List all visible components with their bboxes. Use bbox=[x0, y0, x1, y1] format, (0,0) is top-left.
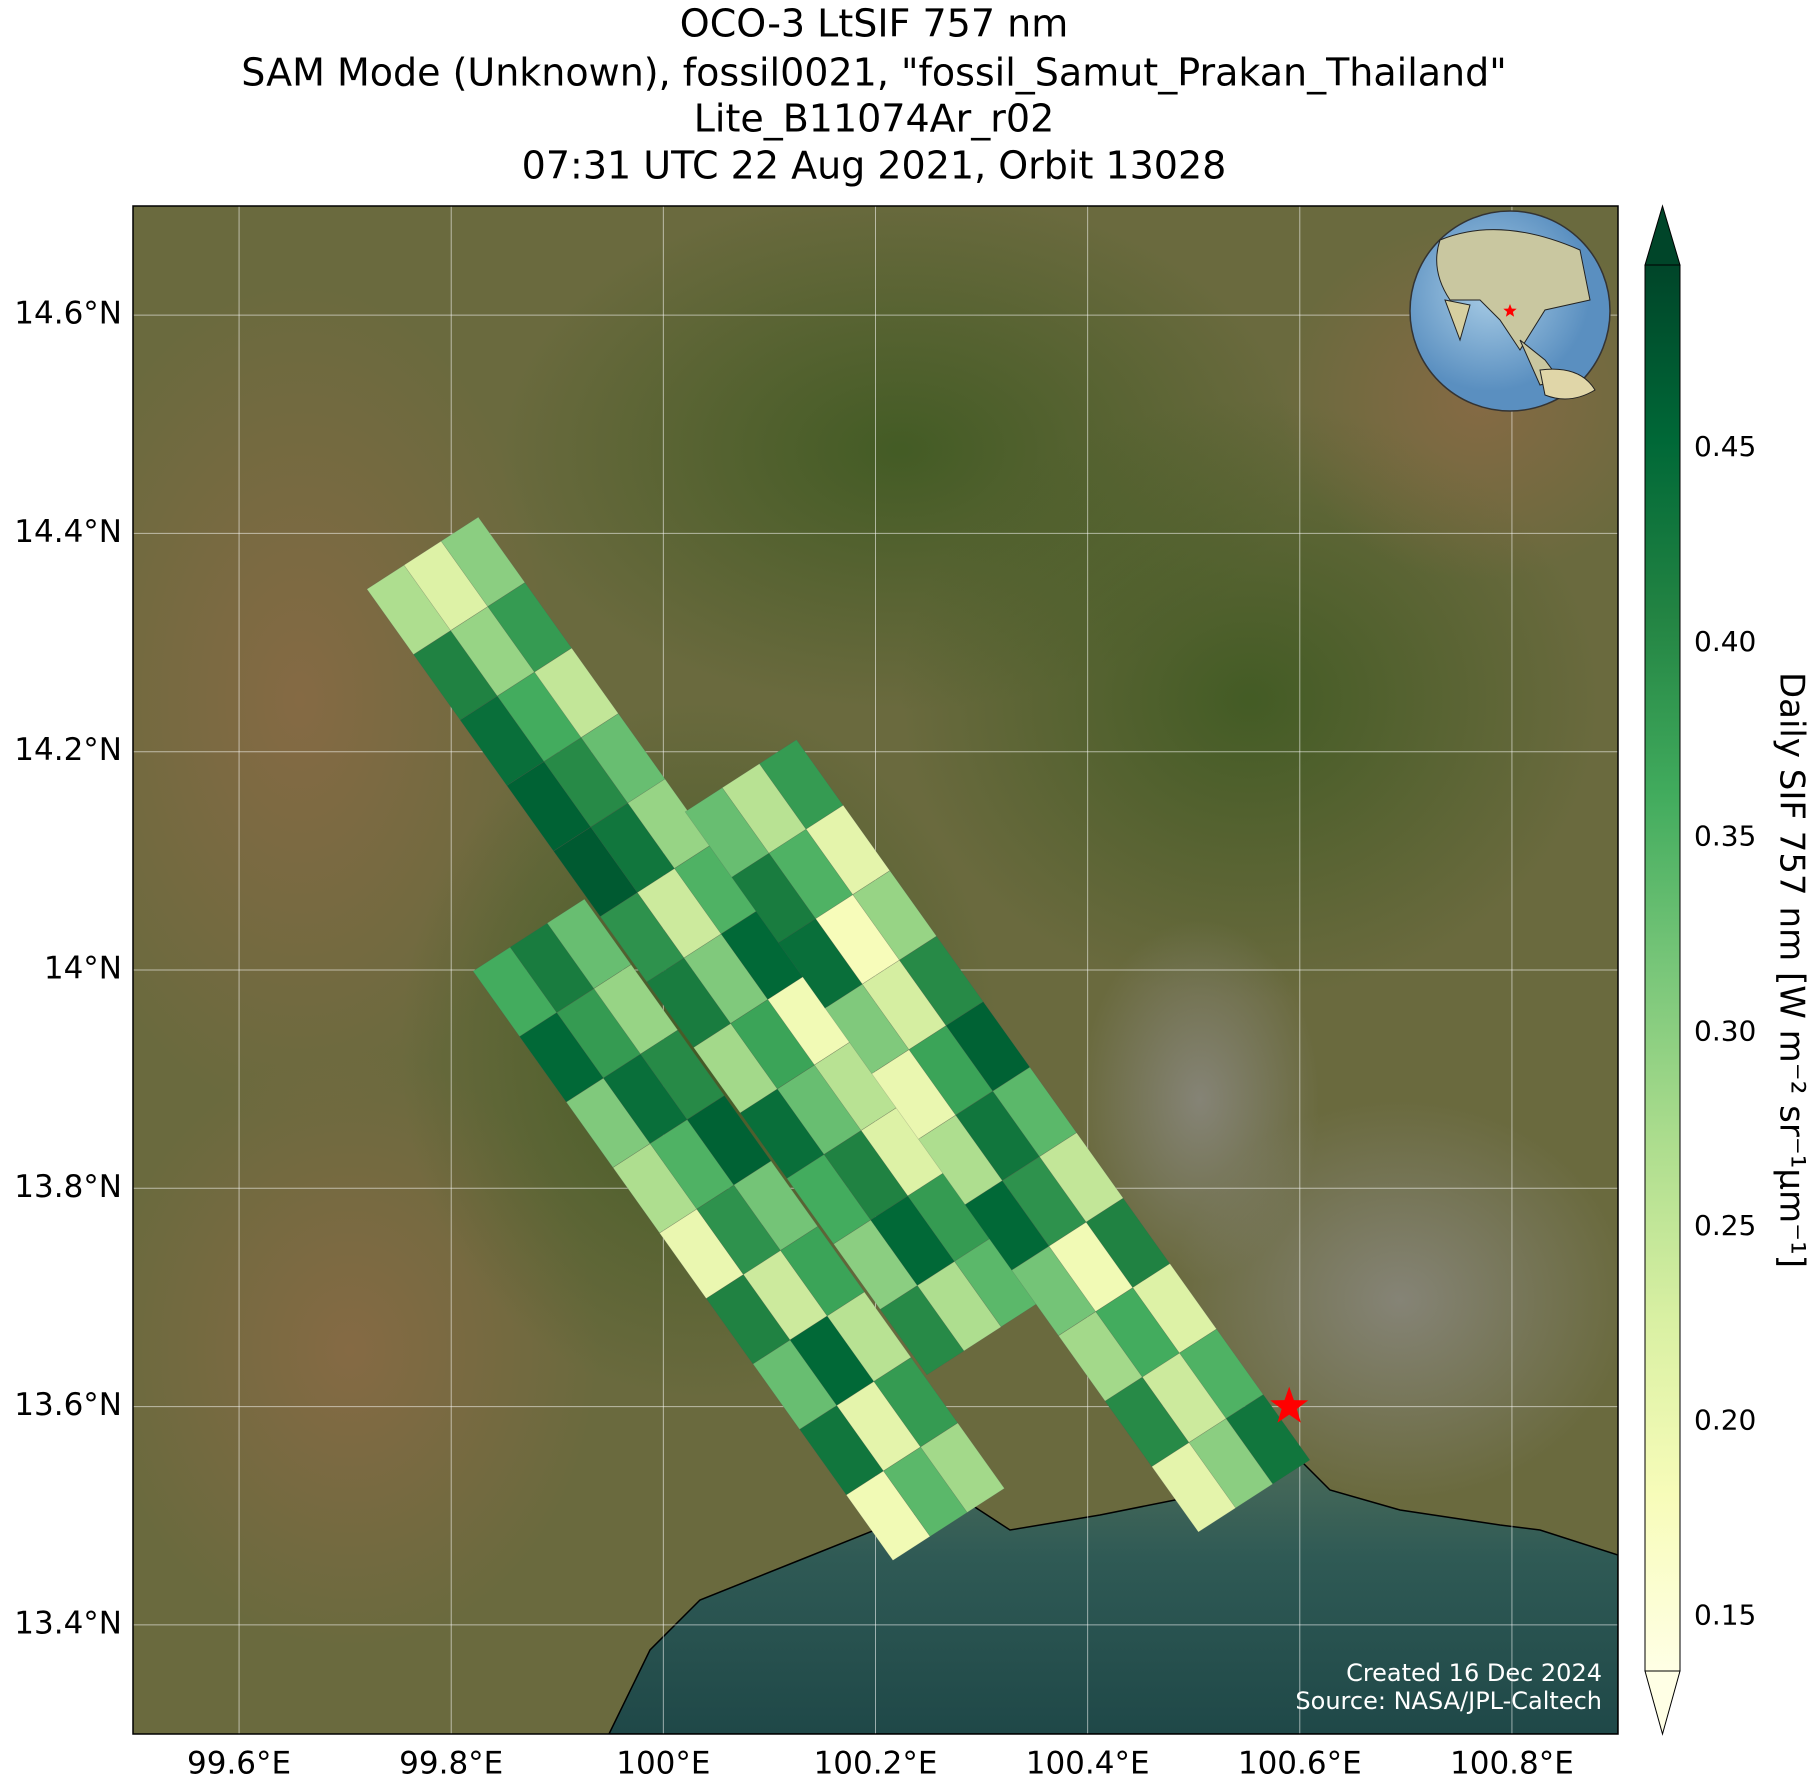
chart-title: 07:31 UTC 22 Aug 2021, Orbit 13028 bbox=[522, 144, 1227, 188]
footprint bbox=[836, 1381, 922, 1472]
footprint bbox=[871, 1049, 957, 1140]
colorbar-tick-label: 0.15 bbox=[1694, 1598, 1756, 1631]
footprint bbox=[1011, 1245, 1097, 1337]
site-marker bbox=[1270, 1386, 1309, 1423]
y-tick-label: 14°N bbox=[44, 951, 122, 987]
x-tick-label: 99.6°E bbox=[187, 1746, 291, 1782]
footprint bbox=[509, 922, 595, 1013]
footprint bbox=[739, 1088, 825, 1179]
colorbar-extend-bottom bbox=[1644, 1670, 1681, 1736]
footprint bbox=[534, 647, 619, 738]
colorbar-tick-label: 0.30 bbox=[1694, 1014, 1756, 1047]
colorbar-extend-top bbox=[1644, 204, 1681, 266]
footprint bbox=[403, 540, 489, 631]
x-tick-label: 99.8°E bbox=[399, 1746, 503, 1782]
colorbar-tick-label: 0.25 bbox=[1694, 1209, 1756, 1242]
footprint bbox=[556, 988, 642, 1079]
chart-title: OCO-3 LtSIF 757 nm bbox=[680, 2, 1068, 46]
footprint bbox=[883, 1446, 968, 1537]
footprint bbox=[1151, 1442, 1237, 1533]
footprint bbox=[752, 1339, 838, 1430]
footprint bbox=[496, 671, 582, 762]
y-tick-label: 13.8°N bbox=[14, 1169, 122, 1205]
footprint bbox=[646, 957, 732, 1048]
footprint bbox=[366, 564, 452, 655]
y-tick-label: 13.4°N bbox=[14, 1605, 122, 1641]
footprint bbox=[487, 582, 573, 673]
colorbar-tick-label: 0.45 bbox=[1694, 430, 1756, 463]
footprint bbox=[776, 1064, 862, 1155]
y-tick-label: 14.2°N bbox=[14, 732, 122, 768]
map-frame bbox=[132, 205, 1619, 1735]
annotation: Source: NASA/JPL-Caltech bbox=[1295, 1687, 1602, 1715]
footprint bbox=[730, 999, 815, 1090]
footprint bbox=[1225, 1394, 1311, 1485]
footprint bbox=[450, 606, 535, 697]
footprint bbox=[733, 1160, 819, 1251]
footprint bbox=[879, 1285, 965, 1376]
colorbar-tick-label: 0.35 bbox=[1694, 820, 1756, 853]
footprint bbox=[602, 1053, 688, 1144]
chart-title: SAM Mode (Unknown), fossil0021, "fossil_… bbox=[241, 51, 1506, 95]
annotation: Created 16 Dec 2024 bbox=[1346, 1659, 1602, 1687]
y-tick-label: 14.6°N bbox=[14, 296, 122, 332]
x-tick-label: 100.2°E bbox=[814, 1746, 938, 1782]
x-tick-label: 100.8°E bbox=[1450, 1746, 1574, 1782]
footprint bbox=[506, 761, 592, 852]
footprint bbox=[964, 1180, 1050, 1271]
chart-title: Lite_B11074Ar_r02 bbox=[694, 97, 1055, 141]
footprint bbox=[826, 1291, 912, 1382]
footprint bbox=[612, 1143, 698, 1234]
footprint bbox=[593, 964, 679, 1055]
footprint bbox=[693, 1023, 778, 1114]
footprint bbox=[918, 1114, 1003, 1206]
footprint bbox=[636, 868, 722, 959]
footprint bbox=[780, 1226, 865, 1317]
footprint bbox=[823, 1130, 909, 1221]
colorbar bbox=[1644, 204, 1681, 1736]
footprint bbox=[546, 898, 632, 989]
x-tick-label: 100°E bbox=[616, 1746, 710, 1782]
y-tick-label: 14.4°N bbox=[14, 514, 122, 550]
x-tick-label: 100.4°E bbox=[1026, 1746, 1150, 1782]
footprint bbox=[824, 983, 910, 1075]
footprint bbox=[815, 894, 900, 985]
colorbar-label: Daily SIF 757 nm [W m⁻² sr⁻¹μm⁻¹] bbox=[1772, 672, 1812, 1268]
x-tick-label: 100.6°E bbox=[1238, 1746, 1362, 1782]
footprint bbox=[920, 1422, 1005, 1513]
footprint bbox=[413, 630, 498, 721]
footprint bbox=[684, 787, 770, 878]
footprints bbox=[366, 516, 1311, 1561]
footprint bbox=[789, 1315, 875, 1406]
footprint bbox=[686, 1095, 772, 1186]
footprint bbox=[472, 946, 558, 1037]
colorbar-tick-label: 0.20 bbox=[1694, 1404, 1756, 1437]
grid bbox=[133, 206, 1618, 1734]
footprint bbox=[1001, 1156, 1087, 1247]
footprint bbox=[440, 516, 526, 607]
footprint bbox=[565, 1077, 651, 1168]
colorbar-body bbox=[1644, 264, 1681, 1672]
footprint bbox=[640, 1029, 725, 1120]
footprint bbox=[833, 1219, 918, 1310]
footprint bbox=[1141, 1352, 1227, 1443]
footprint bbox=[916, 1261, 1002, 1352]
footprint bbox=[873, 1357, 959, 1448]
globe-site-star bbox=[1503, 304, 1517, 317]
colorbar-tick-label: 0.40 bbox=[1694, 625, 1756, 658]
footprint bbox=[799, 1405, 884, 1496]
y-tick-label: 13.6°N bbox=[14, 1387, 122, 1423]
